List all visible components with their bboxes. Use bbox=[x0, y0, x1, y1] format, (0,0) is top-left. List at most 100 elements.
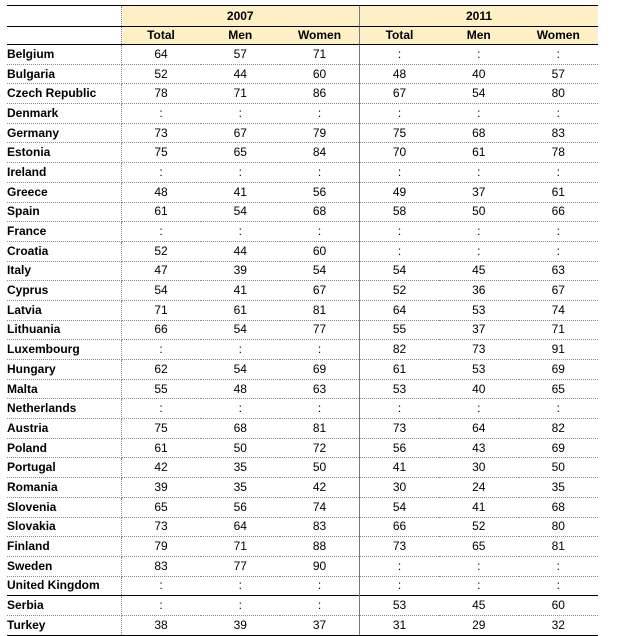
table-row: Germany 73 67 79 75 68 83 bbox=[7, 123, 599, 144]
value-total-2007: 71 bbox=[121, 300, 201, 321]
country-name: Netherlands bbox=[7, 398, 122, 420]
table-row: Ireland:::::: bbox=[7, 162, 599, 183]
table-row: Hungary 62 54 69 61 53 69 bbox=[7, 359, 599, 380]
value-total-2007: : bbox=[121, 595, 201, 616]
country-name: Portugal bbox=[7, 457, 122, 479]
value-men-2007: : bbox=[200, 595, 280, 616]
value-women-2007: 42 bbox=[280, 477, 360, 498]
column-header-men-2007: Men bbox=[200, 26, 280, 45]
value-women-2007: 71 bbox=[280, 44, 360, 65]
value-women-2007: 60 bbox=[280, 241, 360, 262]
value-men-2007: : bbox=[200, 221, 280, 242]
value-men-2011: 65 bbox=[439, 536, 519, 557]
value-total-2007: : bbox=[121, 103, 201, 124]
value-women-2011: 69 bbox=[518, 438, 599, 459]
value-men-2007: 35 bbox=[200, 457, 280, 479]
value-women-2011: 81 bbox=[518, 536, 599, 557]
value-total-2007: 52 bbox=[121, 241, 201, 262]
value-men-2011: 68 bbox=[439, 123, 519, 144]
value-men-2007: 50 bbox=[200, 438, 280, 459]
value-women-2007: 86 bbox=[280, 83, 360, 105]
table-row: Czech Republic 78 71 86 67 54 80 bbox=[7, 83, 599, 105]
country-name: Belgium bbox=[7, 44, 122, 65]
value-total-2011: 52 bbox=[359, 280, 439, 301]
value-total-2011: 30 bbox=[359, 477, 439, 498]
column-header-women-2011: Women bbox=[518, 26, 599, 45]
value-total-2011: 64 bbox=[359, 300, 439, 321]
value-men-2011: 45 bbox=[439, 595, 519, 616]
header-blank-cell bbox=[7, 5, 122, 27]
value-women-2007: 68 bbox=[280, 202, 360, 223]
value-men-2011: 73 bbox=[439, 339, 519, 360]
value-total-2007: 79 bbox=[121, 536, 201, 557]
value-total-2007: 64 bbox=[121, 44, 201, 65]
value-men-2007: 61 bbox=[200, 300, 280, 321]
value-men-2007: : bbox=[200, 398, 280, 420]
value-women-2007: 72 bbox=[280, 438, 360, 459]
value-men-2007: : bbox=[200, 162, 280, 183]
value-total-2007: 78 bbox=[121, 83, 201, 105]
country-name: United Kingdom bbox=[7, 576, 122, 597]
value-men-2007: 54 bbox=[200, 320, 280, 341]
value-men-2011: 30 bbox=[439, 457, 519, 479]
value-women-2007: 56 bbox=[280, 182, 360, 203]
country-name: Slovakia bbox=[7, 517, 122, 538]
value-women-2007: 67 bbox=[280, 280, 360, 301]
value-total-2011: 61 bbox=[359, 359, 439, 380]
value-women-2011: 60 bbox=[518, 595, 599, 616]
value-total-2011: 75 bbox=[359, 123, 439, 144]
value-women-2011: 68 bbox=[518, 497, 599, 518]
value-women-2007: 88 bbox=[280, 536, 360, 557]
value-men-2011: : bbox=[439, 44, 519, 65]
value-women-2007: : bbox=[280, 103, 360, 124]
value-total-2007: 75 bbox=[121, 418, 201, 439]
value-men-2011: 40 bbox=[439, 64, 519, 85]
value-women-2011: : bbox=[518, 398, 599, 420]
value-women-2011: 65 bbox=[518, 379, 599, 400]
value-men-2011: 24 bbox=[439, 477, 519, 498]
value-total-2011: : bbox=[359, 241, 439, 262]
statistics-table: 2007 2011 Total Men Women Total Men Wome… bbox=[7, 5, 599, 636]
value-women-2011: 80 bbox=[518, 83, 599, 105]
value-men-2011: 37 bbox=[439, 320, 519, 341]
value-total-2011: 55 bbox=[359, 320, 439, 341]
value-men-2011: : bbox=[439, 103, 519, 124]
year-header-2007: 2007 bbox=[121, 5, 360, 27]
value-total-2011: 82 bbox=[359, 339, 439, 360]
value-women-2007: 83 bbox=[280, 517, 360, 538]
table-row: Netherlands:::::: bbox=[7, 398, 599, 420]
value-women-2007: 54 bbox=[280, 261, 360, 282]
table-row: Belgium 64 57 71::: bbox=[7, 44, 599, 65]
country-name: Hungary bbox=[7, 359, 122, 380]
value-men-2007: 41 bbox=[200, 182, 280, 203]
country-name: Cyprus bbox=[7, 280, 122, 301]
country-name: Denmark bbox=[7, 103, 122, 124]
value-women-2011: 80 bbox=[518, 517, 599, 538]
country-name: Germany bbox=[7, 123, 122, 144]
value-total-2007: 61 bbox=[121, 438, 201, 459]
value-men-2007: 67 bbox=[200, 123, 280, 144]
table-row: Finland 79 71 88 73 65 81 bbox=[7, 536, 599, 557]
country-name: Malta bbox=[7, 379, 122, 400]
country-name: Greece bbox=[7, 182, 122, 203]
country-name: Luxembourg bbox=[7, 339, 122, 360]
value-women-2007: 74 bbox=[280, 497, 360, 518]
table-row: Slovenia 65 56 74 54 41 68 bbox=[7, 497, 599, 518]
value-total-2011: : bbox=[359, 576, 439, 597]
table-row: Croatia 52 44 60::: bbox=[7, 241, 599, 262]
value-women-2011: 50 bbox=[518, 457, 599, 479]
value-total-2011: : bbox=[359, 556, 439, 577]
value-women-2011: 78 bbox=[518, 142, 599, 164]
country-name: Austria bbox=[7, 418, 122, 439]
value-total-2011: 54 bbox=[359, 497, 439, 518]
value-total-2011: 70 bbox=[359, 142, 439, 164]
value-men-2011: 54 bbox=[439, 83, 519, 105]
table-row: Malta 55 48 63 53 40 65 bbox=[7, 379, 599, 400]
country-name: Spain bbox=[7, 202, 122, 223]
value-total-2011: 56 bbox=[359, 438, 439, 459]
value-women-2011: 83 bbox=[518, 123, 599, 144]
country-name: Estonia bbox=[7, 142, 122, 164]
value-men-2011: 41 bbox=[439, 497, 519, 518]
country-name: Lithuania bbox=[7, 320, 122, 341]
country-name: Ireland bbox=[7, 162, 122, 183]
